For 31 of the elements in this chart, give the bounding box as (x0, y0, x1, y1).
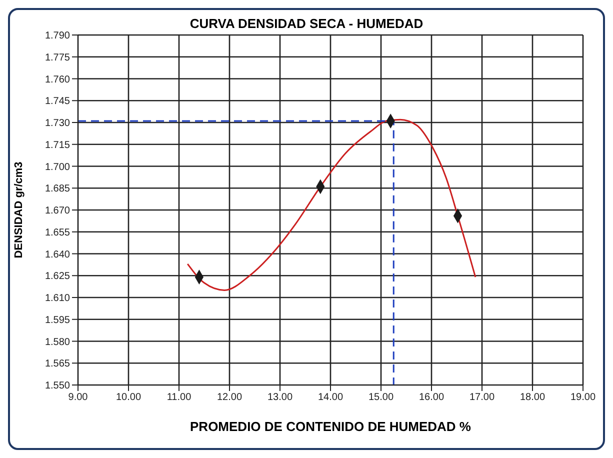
y-tick-label: 1.715 (44, 140, 70, 151)
y-tick-label: 1.565 (44, 358, 70, 370)
x-axis-title: PROMEDIO DE CONTENIDO DE HUMEDAD % (190, 419, 472, 434)
x-tick-label: 15.00 (368, 392, 394, 404)
y-tick-label: 1.550 (44, 380, 70, 392)
x-tick-label: 16.00 (418, 392, 444, 404)
x-tick-label: 13.00 (267, 392, 293, 404)
x-tick-label: 10.00 (116, 392, 142, 404)
y-tick-label: 1.745 (44, 96, 70, 108)
y-tick-label: 1.790 (44, 30, 70, 42)
y-tick-label: 1.580 (44, 336, 70, 348)
x-tick-label: 18.00 (520, 392, 546, 404)
x-tick-label: 11.00 (166, 392, 192, 404)
y-tick-label: 1.670 (44, 206, 70, 217)
y-axis-title: DENSIDAD gr/cm3 (12, 162, 25, 258)
y-tick-label: 1.730 (44, 118, 70, 130)
y-tick-label: 1.700 (44, 162, 70, 173)
y-tick-label: 1.775 (44, 52, 70, 64)
y-tick-label: 1.640 (44, 249, 70, 260)
chart-title: CURVA DENSIDAD SECA - HUMEDAD (188, 16, 424, 31)
y-tick-label: 1.655 (44, 227, 70, 238)
x-tick-label: 9.00 (68, 392, 88, 404)
x-tick-label: 17.00 (469, 392, 495, 404)
y-tick-label: 1.625 (44, 271, 70, 282)
y-tick-label: 1.760 (44, 74, 70, 86)
y-tick-label: 1.610 (44, 293, 70, 304)
x-tick-label: 12.00 (216, 392, 242, 404)
y-tick-label: 1.595 (44, 314, 70, 326)
y-tick-label: 1.685 (44, 184, 70, 195)
x-tick-label: 19.00 (570, 392, 596, 404)
x-tick-label: 14.00 (318, 392, 344, 404)
